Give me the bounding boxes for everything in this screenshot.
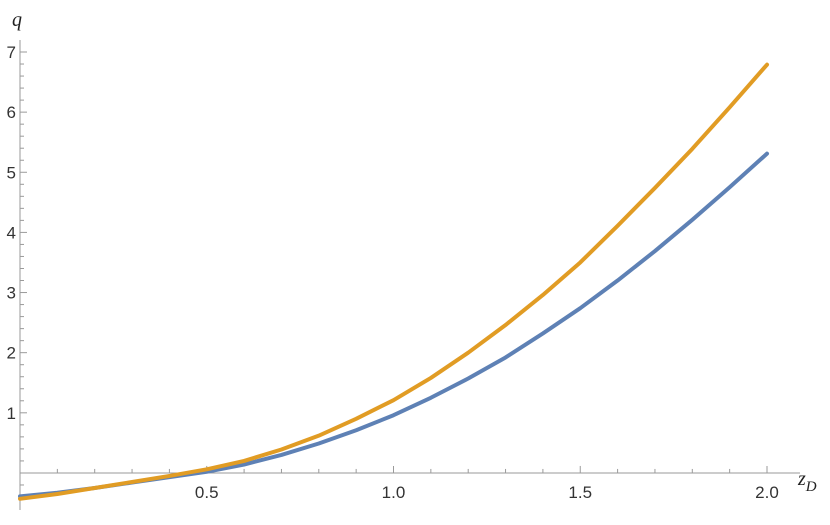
y-tick-label: 6: [7, 103, 16, 122]
series-line-2: [18, 62, 769, 501]
y-tick-label: 5: [7, 163, 16, 182]
x-axis-label: zD: [797, 468, 817, 495]
y-tick-label: 3: [7, 284, 16, 303]
y-tick-label: 7: [7, 43, 16, 62]
x-axis-label-subscript: D: [805, 479, 817, 495]
y-tick-label: 4: [7, 223, 16, 242]
y-tick-label: 1: [7, 404, 16, 423]
y-axis-label: q: [12, 9, 22, 31]
x-axis-label-main: z: [797, 468, 806, 490]
axes: 0.5 1.0 1.5 2.0 1 2 3 4 5 6 7: [7, 40, 800, 510]
series-layer: [18, 62, 769, 501]
series-line-1: [18, 151, 769, 499]
x-tick-label: 0.5: [195, 483, 219, 502]
x-tick-label: 1.5: [568, 483, 592, 502]
axis-labels: q zD: [12, 9, 817, 495]
y-tick-label: 2: [7, 344, 16, 363]
x-tick-label: 2.0: [755, 483, 779, 502]
x-tick-label: 1.0: [382, 483, 406, 502]
